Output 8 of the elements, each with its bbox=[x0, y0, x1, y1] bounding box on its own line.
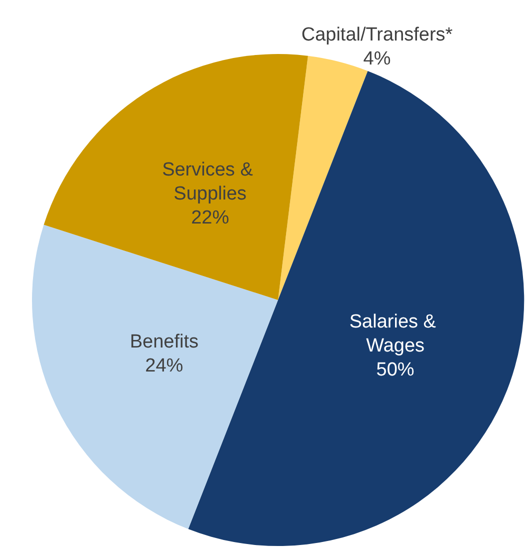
data-label: 24% bbox=[145, 356, 184, 377]
data-label: 50% bbox=[376, 359, 414, 380]
slice-label: Capital/Transfers* bbox=[301, 24, 454, 46]
data-label: 4% bbox=[363, 48, 391, 70]
slice-label: Services & Supplies bbox=[162, 159, 258, 204]
slice-label: Benefits bbox=[130, 332, 199, 353]
slice-label: Salaries & Wages bbox=[349, 311, 442, 356]
data-label: 22% bbox=[191, 207, 230, 228]
